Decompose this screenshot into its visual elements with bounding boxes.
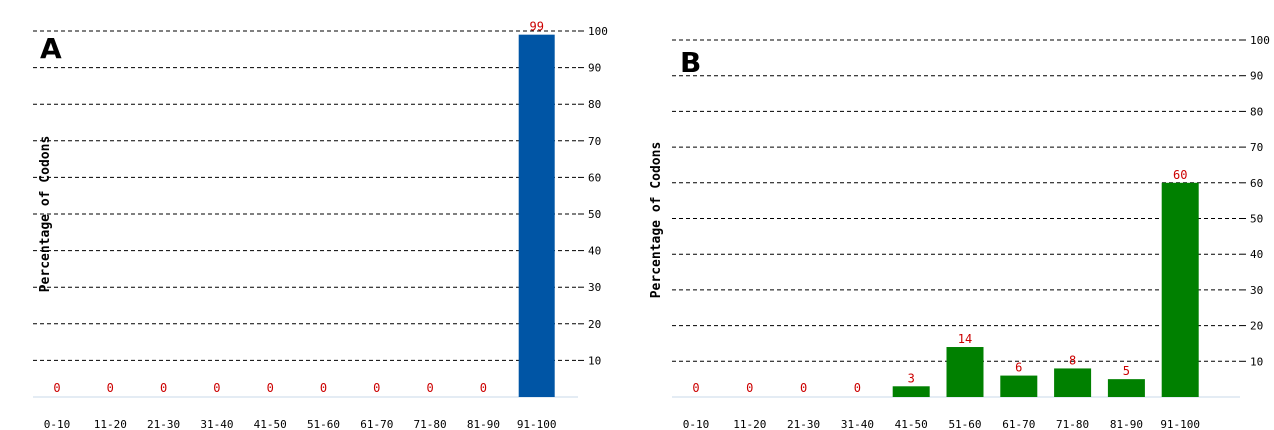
y-tick-label-a-90: 90 bbox=[588, 62, 601, 75]
y-tick-label-a-20: 20 bbox=[588, 318, 601, 331]
x-tick-label-b-21-30: 21-30 bbox=[787, 418, 820, 430]
data-label-a-61-70: 0 bbox=[373, 381, 380, 395]
chart-panel-b: B Percentage of Codons 10203040506070809… bbox=[649, 34, 1270, 430]
y-tick-label-b-90: 90 bbox=[1250, 70, 1263, 83]
x-tick-label-b-31-40: 31-40 bbox=[841, 418, 874, 430]
y-tick-label-a-100: 100 bbox=[588, 25, 608, 38]
bar-b-91-100 bbox=[1161, 182, 1199, 397]
x-tick-label-a-41-50: 41-50 bbox=[254, 418, 287, 430]
x-tick-label-a-91-100: 91-100 bbox=[517, 418, 557, 430]
data-label-a-21-30: 0 bbox=[160, 381, 167, 395]
data-label-b-61-70: 6 bbox=[1015, 361, 1022, 375]
data-label-b-91-100: 60 bbox=[1173, 168, 1187, 182]
y-tick-label-a-30: 30 bbox=[588, 281, 601, 294]
bar-b-71-80 bbox=[1054, 368, 1092, 397]
data-label-b-11-20: 0 bbox=[746, 381, 753, 395]
y-tick-label-b-40: 40 bbox=[1250, 248, 1263, 261]
y-tick-label-b-60: 60 bbox=[1250, 177, 1263, 190]
panel-label-a: A bbox=[40, 32, 62, 65]
data-label-b-71-80: 8 bbox=[1069, 353, 1076, 367]
data-label-b-0-10: 0 bbox=[692, 381, 699, 395]
data-label-b-21-30: 0 bbox=[800, 381, 807, 395]
x-tick-label-b-71-80: 71-80 bbox=[1056, 418, 1089, 430]
bar-b-41-50 bbox=[892, 386, 930, 397]
y-tick-label-b-100: 100 bbox=[1250, 34, 1270, 47]
y-tick-label-b-10: 10 bbox=[1250, 355, 1263, 368]
data-label-b-31-40: 0 bbox=[854, 381, 861, 395]
y-tick-label-b-20: 20 bbox=[1250, 320, 1263, 333]
x-tick-label-a-11-20: 11-20 bbox=[94, 418, 127, 430]
y-tick-label-a-40: 40 bbox=[588, 245, 601, 258]
x-tick-label-a-31-40: 31-40 bbox=[200, 418, 233, 430]
x-tick-label-a-21-30: 21-30 bbox=[147, 418, 180, 430]
y-tick-label-a-80: 80 bbox=[588, 98, 601, 111]
bar-b-51-60 bbox=[946, 347, 984, 397]
y-tick-label-b-50: 50 bbox=[1250, 213, 1263, 226]
y-axis-label-b: Percentage of Codons bbox=[649, 142, 664, 299]
x-tick-label-b-91-100: 91-100 bbox=[1160, 418, 1200, 430]
x-tick-label-a-51-60: 51-60 bbox=[307, 418, 340, 430]
y-tick-label-a-60: 60 bbox=[588, 171, 601, 184]
x-tick-label-b-11-20: 11-20 bbox=[733, 418, 766, 430]
data-label-a-31-40: 0 bbox=[213, 381, 220, 395]
x-tick-label-a-61-70: 61-70 bbox=[360, 418, 393, 430]
y-axis-label-a: Percentage of Codons bbox=[38, 136, 53, 293]
bar-a-91-100 bbox=[518, 34, 555, 397]
x-tick-label-b-0-10: 0-10 bbox=[683, 418, 710, 430]
y-tick-label-b-70: 70 bbox=[1250, 141, 1263, 154]
y-tick-label-a-10: 10 bbox=[588, 354, 601, 367]
chart-panel-a: A Percentage of Codons 10 20 30 40 50 60 70 80 9… bbox=[33, 20, 608, 430]
y-tick-label-a-50: 50 bbox=[588, 208, 601, 221]
x-tick-label-b-81-90: 81-90 bbox=[1110, 418, 1143, 430]
data-label-a-71-80: 0 bbox=[426, 381, 433, 395]
bar-b-81-90 bbox=[1107, 379, 1145, 397]
x-tick-label-b-51-60: 51-60 bbox=[948, 418, 981, 430]
x-tick-label-b-41-50: 41-50 bbox=[895, 418, 928, 430]
x-tick-label-a-71-80: 71-80 bbox=[414, 418, 447, 430]
data-label-a-81-90: 0 bbox=[480, 381, 487, 395]
data-label-b-81-90: 5 bbox=[1123, 364, 1130, 378]
y-tick-label-b-80: 80 bbox=[1250, 105, 1263, 118]
x-tick-label-a-81-90: 81-90 bbox=[467, 418, 500, 430]
y-tick-label-b-30: 30 bbox=[1250, 284, 1263, 297]
x-tick-label-b-61-70: 61-70 bbox=[1002, 418, 1035, 430]
data-label-a-91-100: 99 bbox=[529, 20, 543, 34]
data-label-a-11-20: 0 bbox=[107, 381, 114, 395]
x-tick-label-a-0-10: 0-10 bbox=[44, 418, 71, 430]
data-label-a-51-60: 0 bbox=[320, 381, 327, 395]
bar-b-61-70 bbox=[1000, 375, 1038, 397]
data-label-a-41-50: 0 bbox=[267, 381, 274, 395]
data-label-a-0-10: 0 bbox=[53, 381, 60, 395]
data-label-b-51-60: 14 bbox=[958, 332, 972, 346]
y-tick-label-a-70: 70 bbox=[588, 135, 601, 148]
panel-label-b: B bbox=[680, 46, 701, 79]
data-label-b-41-50: 3 bbox=[908, 371, 915, 385]
